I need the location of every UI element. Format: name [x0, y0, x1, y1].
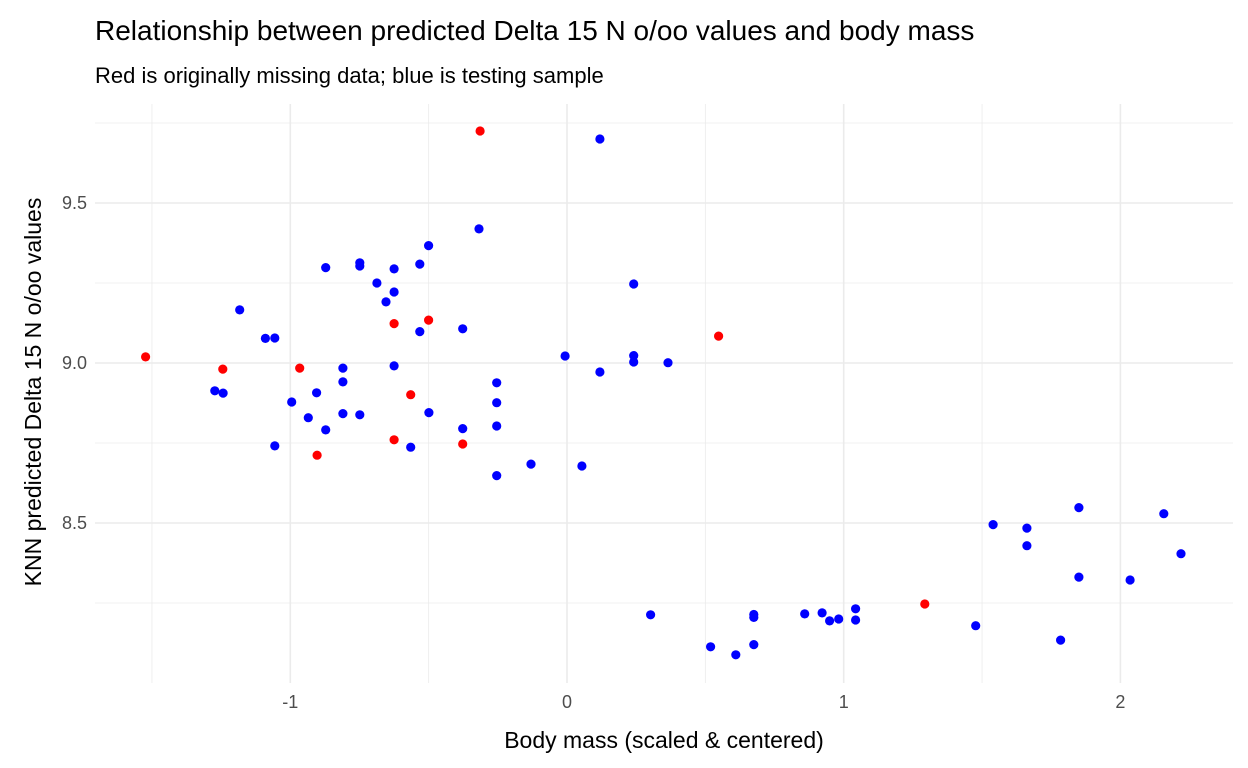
- chart-title: Relationship between predicted Delta 15 …: [95, 15, 974, 46]
- blue-point: [355, 261, 365, 271]
- blue-point: [389, 361, 399, 371]
- blue-point: [1125, 575, 1135, 585]
- blue-point: [415, 259, 425, 269]
- blue-point: [389, 264, 399, 274]
- y-tick-label: 9.5: [62, 193, 87, 213]
- y-tick-label: 8.5: [62, 513, 87, 533]
- blue-point: [492, 398, 502, 408]
- blue-point: [663, 358, 673, 368]
- x-tick-label: 1: [839, 692, 849, 712]
- blue-point: [800, 609, 810, 619]
- blue-point: [210, 386, 220, 396]
- blue-point: [834, 614, 844, 624]
- blue-point: [749, 640, 759, 650]
- blue-point: [851, 615, 861, 625]
- blue-point: [492, 378, 502, 388]
- y-axis-ticks: 8.5 9.0 9.5: [62, 193, 87, 533]
- blue-point: [1074, 503, 1084, 513]
- blue-point: [355, 410, 365, 420]
- x-axis-ticks: -1 0 1 2: [282, 692, 1125, 712]
- x-tick-label: -1: [282, 692, 298, 712]
- blue-point: [312, 388, 322, 398]
- blue-point: [595, 367, 605, 377]
- blue-point: [303, 413, 313, 423]
- blue-point: [270, 333, 280, 343]
- y-tick-label: 9.0: [62, 353, 87, 373]
- blue-point: [526, 459, 536, 469]
- blue-point: [424, 241, 434, 251]
- blue-point: [1176, 549, 1186, 559]
- blue-point: [629, 357, 639, 367]
- blue-point: [218, 388, 228, 398]
- blue-point: [389, 287, 399, 297]
- red-point: [389, 435, 399, 445]
- red-point: [218, 364, 228, 374]
- blue-point: [629, 279, 639, 289]
- blue-point: [235, 305, 245, 315]
- blue-point: [1022, 523, 1032, 533]
- red-point: [920, 599, 930, 609]
- blue-point: [321, 263, 331, 273]
- blue-point: [260, 333, 270, 343]
- blue-point: [1056, 635, 1066, 645]
- blue-point: [706, 642, 716, 652]
- blue-point: [287, 397, 297, 407]
- blue-point: [372, 278, 382, 288]
- data-points: [141, 126, 1186, 660]
- blue-point: [270, 441, 280, 451]
- red-point: [458, 439, 468, 449]
- blue-point: [988, 520, 998, 530]
- blue-point: [474, 224, 484, 234]
- red-point: [406, 390, 416, 400]
- blue-point: [338, 409, 348, 419]
- chart-subtitle: Red is originally missing data; blue is …: [95, 63, 604, 88]
- blue-point: [825, 616, 835, 626]
- red-point: [295, 363, 305, 373]
- blue-point: [749, 612, 759, 623]
- blue-point: [817, 608, 827, 618]
- y-axis-title: KNN predicted Delta 15 N o/oo values: [20, 198, 46, 587]
- x-axis-title: Body mass (scaled & centered): [504, 727, 824, 753]
- series-missing-data: [141, 126, 930, 609]
- blue-point: [851, 604, 861, 614]
- blue-point: [492, 471, 502, 481]
- blue-point: [458, 424, 468, 434]
- blue-point: [338, 363, 348, 373]
- blue-point: [646, 610, 656, 620]
- red-point: [475, 126, 485, 136]
- x-tick-label: 2: [1115, 692, 1125, 712]
- blue-point: [577, 461, 587, 471]
- blue-point: [492, 421, 502, 431]
- blue-point: [1159, 509, 1169, 519]
- blue-point: [338, 377, 348, 387]
- red-point: [312, 450, 322, 460]
- red-point: [714, 331, 724, 341]
- blue-point: [629, 351, 639, 361]
- blue-point: [406, 442, 416, 452]
- blue-point: [381, 297, 391, 307]
- series-testing-sample: [210, 134, 1186, 660]
- blue-point: [595, 134, 605, 144]
- red-point: [389, 319, 399, 329]
- red-point: [424, 315, 434, 325]
- x-tick-label: 0: [562, 692, 572, 712]
- blue-point: [1074, 572, 1084, 582]
- blue-point: [1022, 541, 1032, 551]
- blue-point: [971, 621, 981, 631]
- red-point: [141, 352, 151, 362]
- blue-point: [424, 408, 434, 418]
- blue-point: [731, 650, 741, 660]
- blue-point: [560, 351, 570, 361]
- blue-point: [321, 425, 331, 435]
- grid: [95, 104, 1233, 683]
- blue-point: [415, 327, 425, 337]
- blue-point: [458, 324, 468, 334]
